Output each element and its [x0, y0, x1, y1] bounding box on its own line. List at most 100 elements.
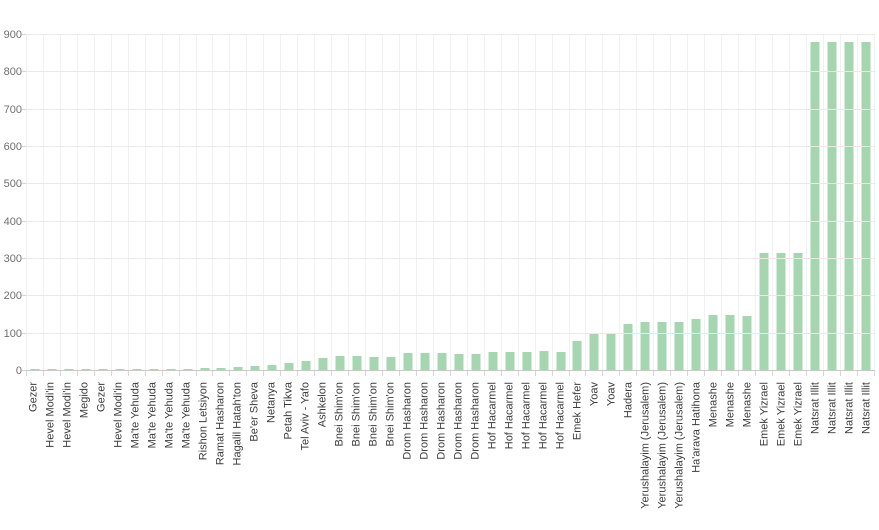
x-tick-label: Ashkelon [316, 382, 329, 428]
x-tick-label: Emek Hefer [571, 382, 584, 441]
bar[interactable] [810, 42, 820, 371]
bar-slot [451, 35, 468, 371]
bar[interactable] [827, 42, 837, 371]
bar[interactable] [742, 315, 752, 371]
x-label-cell: Yerushalayim (Jerusalem) [637, 380, 654, 530]
bar[interactable] [708, 315, 718, 371]
x-tick-mark [536, 371, 553, 376]
bar[interactable] [657, 322, 667, 371]
bar[interactable] [386, 356, 396, 371]
bar[interactable] [233, 366, 243, 371]
bar[interactable] [403, 353, 413, 371]
x-label-cell: Emek Yizrael [756, 380, 773, 530]
bar[interactable] [267, 365, 277, 371]
x-tick-mark [332, 371, 350, 376]
y-tick-label: 500 [3, 178, 22, 191]
bar-slot [570, 35, 587, 371]
y-tick-label: 300 [3, 253, 22, 266]
x-axis-baseline [26, 370, 875, 371]
bar[interactable] [606, 333, 616, 371]
x-tick-label: Megido [78, 382, 91, 419]
x-label-cell: Ma'te Yehuda [145, 380, 162, 530]
x-tick-label: Hof Hacarmel [554, 382, 567, 450]
x-label-cell: Hevel Modi'in [60, 380, 77, 530]
x-tick-mark [264, 371, 282, 376]
x-label-cell: Yoav [603, 380, 620, 530]
x-tick-label: Emek Yizrael [758, 382, 771, 447]
x-tick-label: Natsrat Illit [843, 382, 856, 434]
y-tick-mark [22, 146, 26, 148]
bar[interactable] [759, 252, 769, 371]
x-tick-mark [654, 371, 672, 376]
x-label-cell: Bnei Shim'on [332, 380, 349, 530]
bar-slot [773, 35, 790, 371]
bar[interactable] [640, 322, 650, 371]
y-tick-label: 900 [3, 29, 22, 41]
x-label-cell: Gezer [26, 380, 43, 530]
gridline [26, 258, 875, 260]
bar-slot [26, 35, 44, 371]
bar[interactable] [200, 368, 209, 371]
x-tick-mark [773, 371, 790, 376]
x-label-cell: Tel Aviv - Yafo [298, 380, 315, 530]
y-tick-mark [22, 183, 26, 185]
y-tick-mark [22, 71, 26, 73]
x-tick-label: Hof Hacarmel [537, 382, 550, 450]
x-tick-mark [213, 371, 231, 376]
bar[interactable] [301, 360, 311, 371]
x-label-cell: Emek Yizrael [790, 380, 807, 530]
gridline [26, 34, 875, 35]
bar-slot [756, 35, 773, 371]
x-tick-mark [502, 371, 519, 376]
x-label-cell: Ma'te Yehuda [162, 380, 179, 530]
bar[interactable] [776, 252, 786, 371]
y-tick-label: 600 [3, 141, 22, 154]
bar[interactable] [674, 322, 684, 371]
bar[interactable] [216, 368, 226, 371]
bar[interactable] [793, 253, 803, 371]
bar[interactable] [284, 362, 294, 371]
x-tick-label: Yoav [605, 382, 618, 407]
x-tick-label: Ma'te Yehuda [180, 382, 193, 449]
x-tick-label: Ma'te Yehuda [129, 382, 142, 449]
bar-slot [95, 35, 112, 371]
x-label-cell: Natsrat Illit [858, 380, 875, 530]
bar[interactable] [369, 356, 379, 371]
bar[interactable] [623, 323, 633, 371]
bar[interactable] [539, 351, 549, 371]
x-tick-mark [112, 371, 129, 376]
x-tick-mark [180, 371, 197, 376]
x-label-cell: Megido [77, 380, 94, 530]
bar[interactable] [556, 351, 566, 371]
x-tick-label: Ha'arava Hatihona [690, 382, 703, 473]
bar[interactable] [505, 351, 515, 371]
bar-slot [366, 35, 384, 371]
x-tick-mark [349, 371, 367, 376]
x-label-cell: Hof Hacarmel [485, 380, 502, 530]
bar[interactable] [335, 355, 345, 371]
x-label-cell: Drom Hasharon [400, 380, 417, 530]
bar[interactable] [488, 351, 498, 371]
bar[interactable] [589, 334, 599, 371]
x-label-cell: Bnei Shim'on [383, 380, 400, 530]
bar[interactable] [861, 42, 871, 371]
bar[interactable] [471, 353, 481, 371]
bar[interactable] [352, 355, 362, 371]
bar[interactable] [437, 353, 447, 371]
x-label-cell: Natsrat Illit [807, 380, 824, 530]
bar[interactable] [572, 341, 582, 371]
bar[interactable] [318, 357, 328, 371]
bar[interactable] [725, 315, 735, 371]
bar[interactable] [844, 42, 854, 371]
y-tick-mark [22, 108, 26, 110]
bar[interactable] [454, 353, 464, 371]
x-tick-label: Ma'te Yehuda [163, 382, 176, 449]
bar[interactable] [420, 353, 430, 371]
bar[interactable] [250, 366, 260, 371]
bar[interactable] [522, 351, 532, 371]
bar[interactable] [691, 319, 701, 371]
bar-slot [112, 35, 129, 371]
bar-slot [654, 35, 672, 371]
x-tick-label: Gezer [95, 382, 108, 412]
x-label-cell: Ha'arava Hatihona [688, 380, 705, 530]
